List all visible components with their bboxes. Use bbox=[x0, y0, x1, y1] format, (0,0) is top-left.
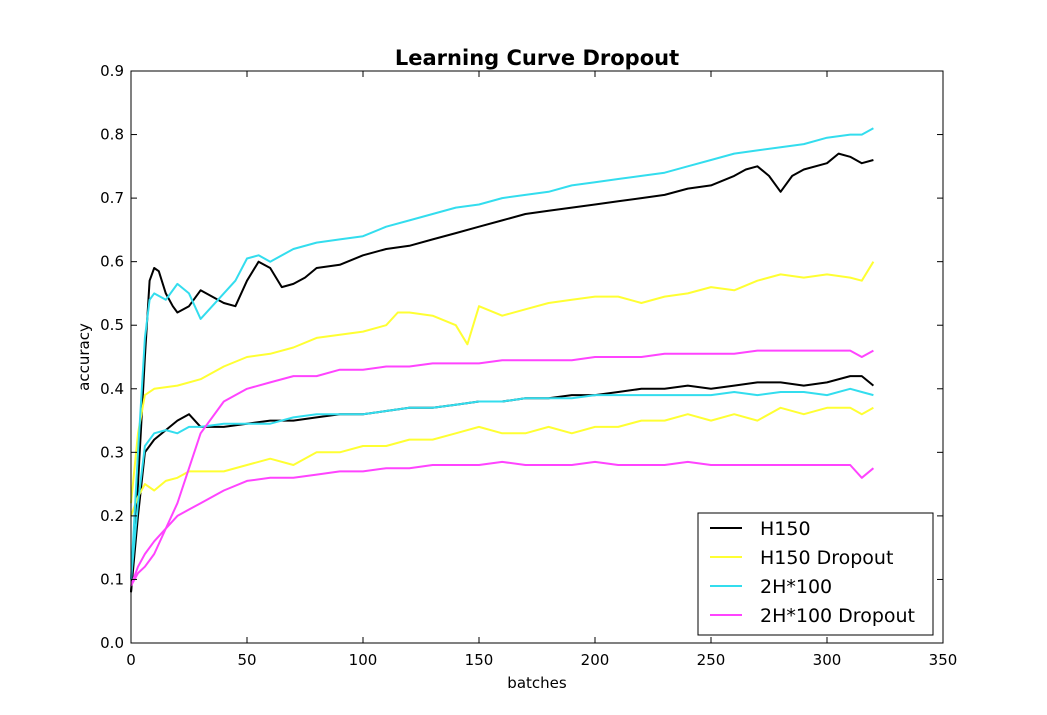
plot-frame bbox=[130, 70, 944, 644]
x-tick-label: 0 bbox=[126, 651, 136, 669]
legend-label: 2H*100 bbox=[760, 576, 832, 598]
x-axis-label: batches bbox=[507, 674, 567, 692]
x-tick-label: 100 bbox=[349, 651, 378, 669]
series-line-h150-dropout bbox=[130, 406, 874, 517]
series-line-2h-100 bbox=[130, 127, 874, 580]
y-tick-label: 0.5 bbox=[100, 316, 124, 334]
y-tick-label: 0.8 bbox=[100, 126, 124, 144]
x-axis-ticks: 0 50 100 150 200 250 300 350 bbox=[126, 71, 957, 669]
y-tick-label: 0.3 bbox=[100, 443, 124, 461]
x-tick-label: 250 bbox=[697, 651, 726, 669]
y-tick-label: 0.0 bbox=[100, 634, 124, 652]
y-tick-label: 0.1 bbox=[100, 570, 124, 588]
y-tick-label: 0.7 bbox=[100, 189, 124, 207]
legend-label: H150 bbox=[760, 518, 811, 540]
series-line-2h-100-dropout bbox=[130, 349, 874, 587]
series-line-2h-100-dropout bbox=[130, 460, 875, 587]
x-tick-label: 50 bbox=[237, 651, 256, 669]
series-layer bbox=[130, 127, 875, 593]
x-tick-label: 150 bbox=[465, 651, 494, 669]
series-line-2h-100 bbox=[130, 387, 874, 580]
y-tick-label: 0.6 bbox=[100, 253, 124, 271]
legend: H150 H150 Dropout 2H*100 2H*100 Dropout bbox=[697, 512, 934, 636]
x-tick-label: 200 bbox=[581, 651, 610, 669]
series-line-h150-dropout bbox=[130, 261, 875, 504]
legend-label: 2H*100 Dropout bbox=[760, 605, 915, 627]
x-tick-label: 350 bbox=[929, 651, 958, 669]
chart-title: Learning Curve Dropout bbox=[395, 46, 679, 70]
y-axis-ticks: 0.0 0.1 0.2 0.3 0.4 0.5 0.6 0.7 0.8 0.9 bbox=[100, 62, 943, 652]
series-line-h150 bbox=[130, 152, 874, 593]
y-tick-label: 0.2 bbox=[100, 507, 124, 525]
y-tick-label: 0.9 bbox=[100, 62, 124, 80]
x-tick-label: 300 bbox=[813, 651, 842, 669]
y-tick-label: 0.4 bbox=[100, 380, 124, 398]
y-axis-label: accuracy bbox=[75, 323, 93, 391]
legend-label: H150 Dropout bbox=[760, 547, 893, 569]
